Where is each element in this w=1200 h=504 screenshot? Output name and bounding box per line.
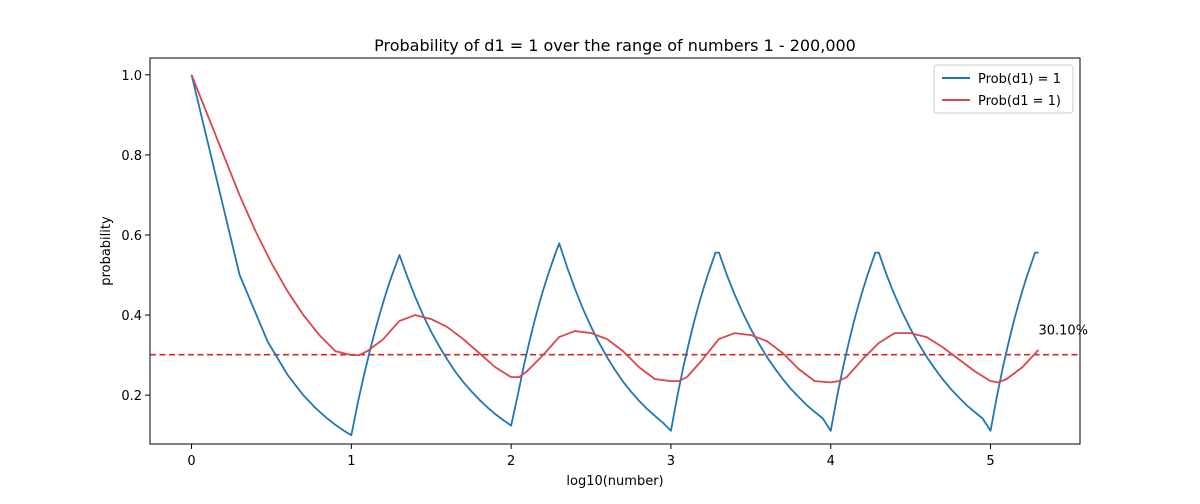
reference-line-label: 30.10% bbox=[1038, 324, 1088, 339]
axis-layer: 0 1 2 3 4 5 0.2 0.4 0.6 0.8 1.0 bbox=[121, 69, 994, 469]
plot-data-layer: 30.10% bbox=[150, 74, 1088, 437]
chart-title: Probability of d1 = 1 over the range of … bbox=[374, 36, 856, 55]
y-tick-label-2: 0.6 bbox=[121, 229, 142, 244]
y-axis-title: probability bbox=[99, 216, 114, 286]
x-tick-label-2: 2 bbox=[507, 454, 515, 469]
x-tick-label-5: 5 bbox=[986, 454, 994, 469]
series-line-1 bbox=[190, 74, 1039, 437]
x-tick-label-4: 4 bbox=[827, 454, 835, 469]
y-tick-label-3: 0.8 bbox=[121, 149, 142, 164]
legend-label-series-2: Prob(d1 = 1) bbox=[978, 94, 1061, 109]
x-tick-label-0: 0 bbox=[187, 454, 195, 469]
y-tick-label-0: 0.2 bbox=[121, 389, 142, 404]
series-line-2 bbox=[190, 74, 1040, 384]
y-tick-label-4: 1.0 bbox=[121, 69, 142, 84]
plot-frame bbox=[149, 57, 1081, 445]
x-tick-label-1: 1 bbox=[347, 454, 355, 469]
y-tick-label-1: 0.4 bbox=[121, 309, 142, 324]
legend: Prob(d1) = 1 Prob(d1 = 1) bbox=[933, 64, 1074, 114]
x-tick-label-3: 3 bbox=[667, 454, 675, 469]
x-axis-title: log10(number) bbox=[566, 474, 663, 489]
legend-label-series-1: Prob(d1) = 1 bbox=[978, 72, 1061, 87]
